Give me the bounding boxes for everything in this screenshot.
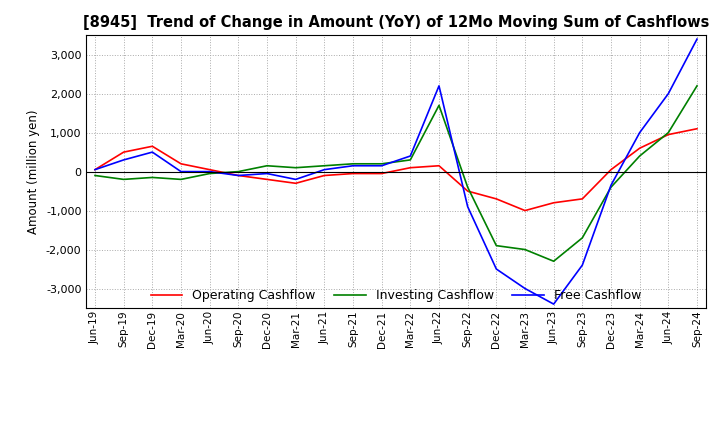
Operating Cashflow — [148, 143, 157, 149]
Free Cashflow — [578, 263, 587, 268]
Y-axis label: Amount (million yen): Amount (million yen) — [27, 110, 40, 234]
Operating Cashflow — [292, 181, 300, 186]
Operating Cashflow — [176, 161, 185, 166]
Free Cashflow — [521, 286, 529, 291]
Operating Cashflow — [521, 208, 529, 213]
Free Cashflow — [435, 83, 444, 88]
Free Cashflow — [148, 150, 157, 155]
Operating Cashflow — [406, 165, 415, 170]
Free Cashflow — [607, 183, 616, 188]
Investing Cashflow — [148, 175, 157, 180]
Operating Cashflow — [492, 196, 500, 202]
Investing Cashflow — [91, 173, 99, 178]
Investing Cashflow — [120, 177, 128, 182]
Line: Operating Cashflow: Operating Cashflow — [95, 129, 697, 211]
Investing Cashflow — [492, 243, 500, 248]
Investing Cashflow — [607, 184, 616, 190]
Free Cashflow — [91, 167, 99, 172]
Free Cashflow — [234, 173, 243, 178]
Investing Cashflow — [205, 171, 214, 176]
Investing Cashflow — [464, 184, 472, 190]
Title: [8945]  Trend of Change in Amount (YoY) of 12Mo Moving Sum of Cashflows: [8945] Trend of Change in Amount (YoY) o… — [83, 15, 709, 30]
Free Cashflow — [406, 154, 415, 159]
Operating Cashflow — [320, 173, 328, 178]
Legend: Operating Cashflow, Investing Cashflow, Free Cashflow: Operating Cashflow, Investing Cashflow, … — [146, 284, 646, 307]
Free Cashflow — [292, 177, 300, 182]
Line: Free Cashflow: Free Cashflow — [95, 39, 697, 304]
Operating Cashflow — [91, 167, 99, 172]
Operating Cashflow — [205, 167, 214, 172]
Operating Cashflow — [549, 200, 558, 205]
Free Cashflow — [176, 169, 185, 174]
Free Cashflow — [120, 157, 128, 162]
Operating Cashflow — [693, 126, 701, 132]
Operating Cashflow — [435, 163, 444, 169]
Investing Cashflow — [549, 259, 558, 264]
Operating Cashflow — [664, 132, 672, 137]
Investing Cashflow — [263, 163, 271, 169]
Free Cashflow — [464, 204, 472, 209]
Free Cashflow — [492, 266, 500, 271]
Free Cashflow — [549, 301, 558, 307]
Free Cashflow — [693, 37, 701, 42]
Operating Cashflow — [377, 171, 386, 176]
Free Cashflow — [664, 91, 672, 96]
Free Cashflow — [635, 130, 644, 135]
Operating Cashflow — [578, 196, 587, 202]
Operating Cashflow — [607, 167, 616, 172]
Operating Cashflow — [234, 173, 243, 178]
Investing Cashflow — [320, 163, 328, 169]
Investing Cashflow — [521, 247, 529, 252]
Operating Cashflow — [263, 177, 271, 182]
Free Cashflow — [377, 163, 386, 169]
Investing Cashflow — [635, 154, 644, 159]
Investing Cashflow — [176, 177, 185, 182]
Free Cashflow — [205, 169, 214, 174]
Operating Cashflow — [120, 150, 128, 155]
Free Cashflow — [263, 171, 271, 176]
Investing Cashflow — [292, 165, 300, 170]
Line: Investing Cashflow: Investing Cashflow — [95, 86, 697, 261]
Operating Cashflow — [635, 146, 644, 151]
Investing Cashflow — [664, 130, 672, 135]
Operating Cashflow — [464, 188, 472, 194]
Investing Cashflow — [435, 103, 444, 108]
Free Cashflow — [320, 167, 328, 172]
Investing Cashflow — [234, 169, 243, 174]
Operating Cashflow — [348, 171, 357, 176]
Investing Cashflow — [578, 235, 587, 241]
Investing Cashflow — [406, 157, 415, 162]
Investing Cashflow — [377, 161, 386, 166]
Free Cashflow — [348, 163, 357, 169]
Investing Cashflow — [348, 161, 357, 166]
Investing Cashflow — [693, 83, 701, 88]
